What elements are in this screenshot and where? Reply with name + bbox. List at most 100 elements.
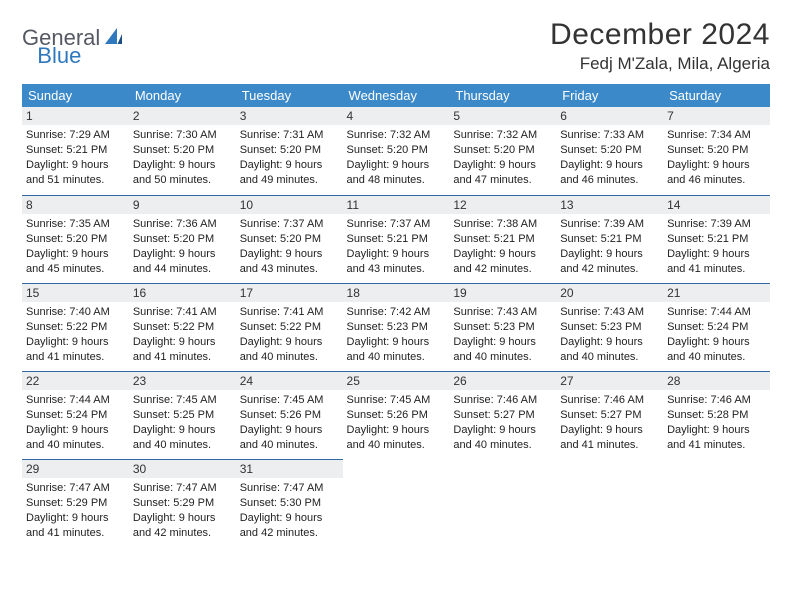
calendar-cell: 11Sunrise: 7:37 AMSunset: 5:21 PMDayligh… — [343, 195, 450, 283]
logo-sail-icon — [103, 24, 123, 51]
calendar-cell: 8Sunrise: 7:35 AMSunset: 5:20 PMDaylight… — [22, 195, 129, 283]
day-number: 5 — [449, 107, 556, 125]
sunrise-text: Sunrise: 7:39 AM — [667, 217, 766, 232]
day-number: 4 — [343, 107, 450, 125]
day-number: 2 — [129, 107, 236, 125]
calendar-cell: 20Sunrise: 7:43 AMSunset: 5:23 PMDayligh… — [556, 283, 663, 371]
daylight-text: Daylight: 9 hours — [667, 158, 766, 173]
sunset-text: Sunset: 5:21 PM — [560, 232, 659, 247]
day-number: 8 — [22, 195, 129, 214]
daylight-text: and 41 minutes. — [667, 262, 766, 277]
daylight-text: and 40 minutes. — [26, 438, 125, 453]
sunrise-text: Sunrise: 7:45 AM — [240, 393, 339, 408]
sunrise-text: Sunrise: 7:43 AM — [560, 305, 659, 320]
sunrise-text: Sunrise: 7:39 AM — [560, 217, 659, 232]
calendar-cell: 21Sunrise: 7:44 AMSunset: 5:24 PMDayligh… — [663, 283, 770, 371]
calendar-cell: 7Sunrise: 7:34 AMSunset: 5:20 PMDaylight… — [663, 107, 770, 195]
daylight-text: and 42 minutes. — [560, 262, 659, 277]
daylight-text: Daylight: 9 hours — [560, 158, 659, 173]
sunset-text: Sunset: 5:20 PM — [240, 232, 339, 247]
sunrise-text: Sunrise: 7:36 AM — [133, 217, 232, 232]
calendar-cell: 30Sunrise: 7:47 AMSunset: 5:29 PMDayligh… — [129, 459, 236, 547]
daylight-text: and 44 minutes. — [133, 262, 232, 277]
daylight-text: and 41 minutes. — [133, 350, 232, 365]
calendar-cell: 10Sunrise: 7:37 AMSunset: 5:20 PMDayligh… — [236, 195, 343, 283]
day-number: 14 — [663, 195, 770, 214]
daylight-text: Daylight: 9 hours — [347, 335, 446, 350]
sunset-text: Sunset: 5:20 PM — [26, 232, 125, 247]
sunset-text: Sunset: 5:26 PM — [240, 408, 339, 423]
weekday-header: Monday — [129, 84, 236, 107]
sunrise-text: Sunrise: 7:29 AM — [26, 128, 125, 143]
daylight-text: and 41 minutes. — [26, 350, 125, 365]
day-number: 24 — [236, 371, 343, 390]
day-number: 31 — [236, 459, 343, 478]
daylight-text: and 40 minutes. — [240, 350, 339, 365]
calendar-row: 29Sunrise: 7:47 AMSunset: 5:29 PMDayligh… — [22, 459, 770, 547]
calendar-row: 15Sunrise: 7:40 AMSunset: 5:22 PMDayligh… — [22, 283, 770, 371]
daylight-text: Daylight: 9 hours — [26, 423, 125, 438]
daylight-text: Daylight: 9 hours — [240, 158, 339, 173]
calendar-cell: 24 Sunrise: 7:45 AMSunset: 5:26 PMDayligh… — [236, 371, 343, 459]
logo: General Blue — [22, 18, 169, 51]
sunset-text: Sunset: 5:20 PM — [133, 232, 232, 247]
location-text: Fedj M'Zala, Mila, Algeria — [550, 54, 770, 74]
weekday-header: Sunday — [22, 84, 129, 107]
day-number: 20 — [556, 283, 663, 302]
calendar-cell-empty — [556, 459, 663, 547]
calendar-cell: 29Sunrise: 7:47 AMSunset: 5:29 PMDayligh… — [22, 459, 129, 547]
calendar-cell: 12Sunrise: 7:38 AMSunset: 5:21 PMDayligh… — [449, 195, 556, 283]
daylight-text: Daylight: 9 hours — [667, 247, 766, 262]
sunset-text: Sunset: 5:23 PM — [453, 320, 552, 335]
day-number: 25 — [343, 371, 450, 390]
daylight-text: Daylight: 9 hours — [133, 511, 232, 526]
sunrise-text: Sunrise: 7:33 AM — [560, 128, 659, 143]
sunset-text: Sunset: 5:24 PM — [667, 320, 766, 335]
sunset-text: Sunset: 5:22 PM — [240, 320, 339, 335]
daylight-text: and 41 minutes. — [560, 438, 659, 453]
calendar-head: SundayMondayTuesdayWednesdayThursdayFrid… — [22, 84, 770, 107]
daylight-text: and 45 minutes. — [26, 262, 125, 277]
sunset-text: Sunset: 5:28 PM — [667, 408, 766, 423]
daylight-text: Daylight: 9 hours — [240, 423, 339, 438]
sunset-text: Sunset: 5:24 PM — [26, 408, 125, 423]
daylight-text: Daylight: 9 hours — [26, 511, 125, 526]
daylight-text: Daylight: 9 hours — [240, 247, 339, 262]
daylight-text: Daylight: 9 hours — [240, 335, 339, 350]
daylight-text: and 42 minutes. — [453, 262, 552, 277]
sunrise-text: Sunrise: 7:45 AM — [133, 393, 232, 408]
sunset-text: Sunset: 5:20 PM — [240, 143, 339, 158]
sunrise-text: Sunrise: 7:32 AM — [347, 128, 446, 143]
sunrise-text: Sunrise: 7:43 AM — [453, 305, 552, 320]
day-number: 23 — [129, 371, 236, 390]
day-number: 16 — [129, 283, 236, 302]
day-number: 3 — [236, 107, 343, 125]
sunset-text: Sunset: 5:21 PM — [26, 143, 125, 158]
daylight-text: Daylight: 9 hours — [133, 335, 232, 350]
calendar-cell: 5Sunrise: 7:32 AMSunset: 5:20 PMDaylight… — [449, 107, 556, 195]
sunrise-text: Sunrise: 7:42 AM — [347, 305, 446, 320]
daylight-text: Daylight: 9 hours — [453, 335, 552, 350]
sunrise-text: Sunrise: 7:41 AM — [240, 305, 339, 320]
daylight-text: and 40 minutes. — [667, 350, 766, 365]
daylight-text: and 46 minutes. — [560, 173, 659, 188]
sunset-text: Sunset: 5:20 PM — [133, 143, 232, 158]
sunset-text: Sunset: 5:30 PM — [240, 496, 339, 511]
daylight-text: Daylight: 9 hours — [26, 158, 125, 173]
daylight-text: Daylight: 9 hours — [133, 423, 232, 438]
calendar-cell: 18Sunrise: 7:42 AMSunset: 5:23 PMDayligh… — [343, 283, 450, 371]
daylight-text: Daylight: 9 hours — [133, 158, 232, 173]
calendar-cell-empty — [663, 459, 770, 547]
sunrise-text: Sunrise: 7:41 AM — [133, 305, 232, 320]
calendar-cell: 31Sunrise: 7:47 AMSunset: 5:30 PMDayligh… — [236, 459, 343, 547]
daylight-text: Daylight: 9 hours — [240, 511, 339, 526]
day-number: 12 — [449, 195, 556, 214]
sunset-text: Sunset: 5:29 PM — [26, 496, 125, 511]
sunset-text: Sunset: 5:21 PM — [347, 232, 446, 247]
day-number: 28 — [663, 371, 770, 390]
day-number: 29 — [22, 459, 129, 478]
daylight-text: Daylight: 9 hours — [133, 247, 232, 262]
sunset-text: Sunset: 5:20 PM — [453, 143, 552, 158]
sunrise-text: Sunrise: 7:31 AM — [240, 128, 339, 143]
calendar-cell: 6Sunrise: 7:33 AMSunset: 5:20 PMDaylight… — [556, 107, 663, 195]
